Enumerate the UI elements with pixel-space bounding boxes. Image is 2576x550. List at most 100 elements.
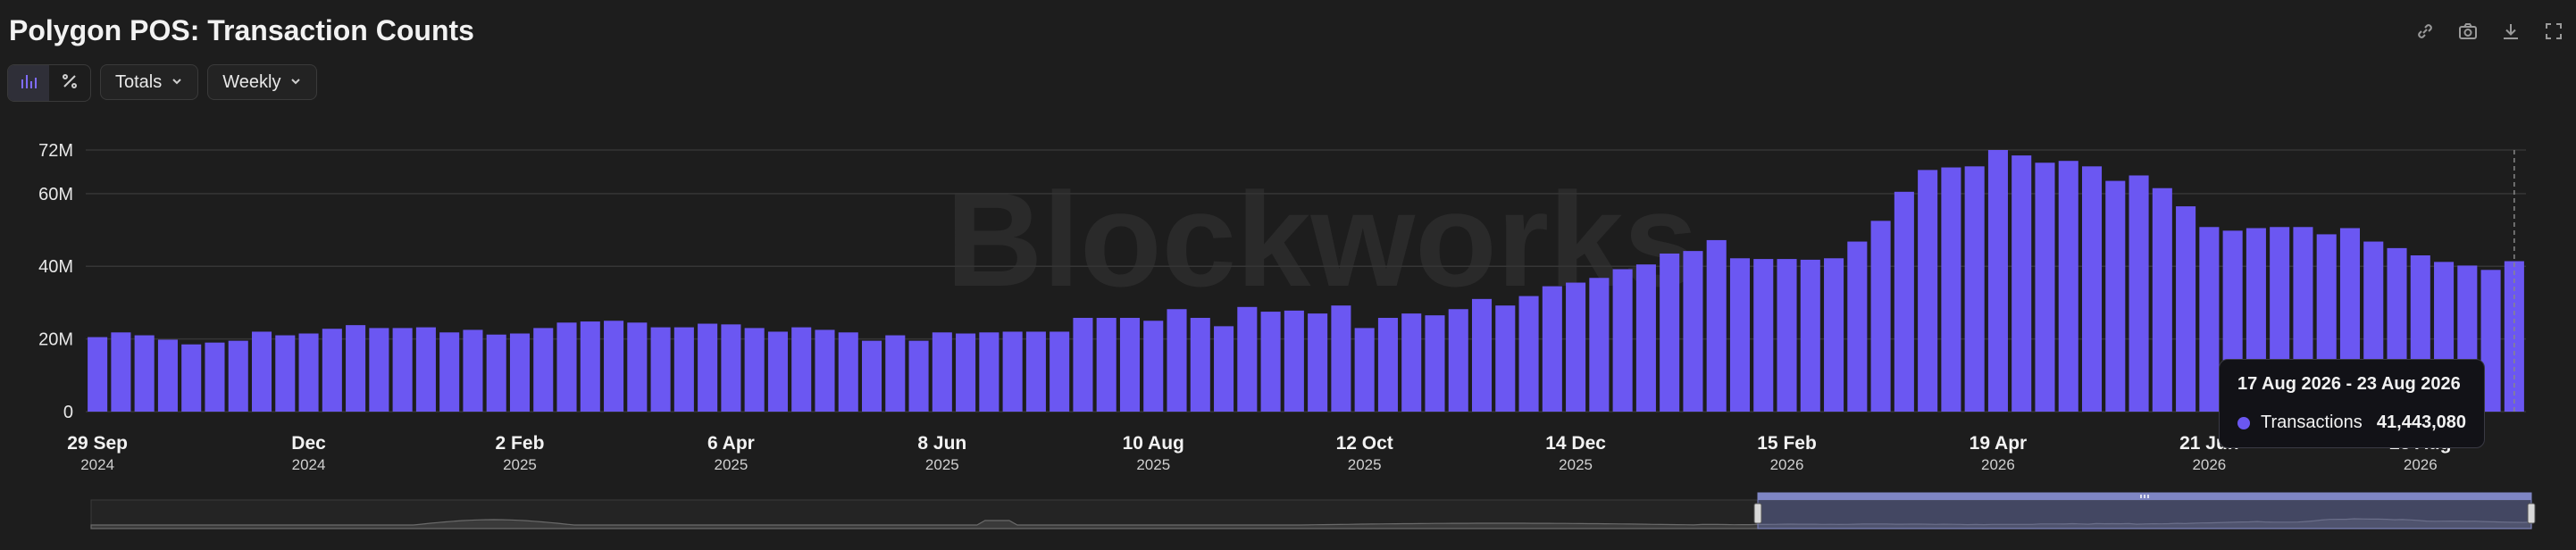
bar[interactable] (251, 331, 272, 412)
bar[interactable] (791, 327, 812, 412)
interval-dropdown[interactable]: Weekly (207, 64, 318, 100)
bar[interactable] (2011, 155, 2032, 412)
bar[interactable] (1401, 313, 1422, 412)
bar[interactable] (322, 329, 342, 412)
bar[interactable] (1377, 318, 1398, 412)
bar[interactable] (1214, 326, 1234, 412)
bar[interactable] (1612, 269, 1633, 412)
bar[interactable] (392, 328, 413, 412)
navigator-handle[interactable] (2527, 503, 2536, 524)
bar[interactable] (1260, 312, 1281, 412)
bar[interactable] (134, 335, 155, 412)
bar[interactable] (1002, 331, 1023, 412)
bar[interactable] (1073, 318, 1093, 412)
bar[interactable] (1589, 278, 1610, 412)
bar[interactable] (673, 327, 694, 412)
bar[interactable] (1542, 286, 1562, 412)
bar[interactable] (1495, 305, 1516, 412)
bar[interactable] (2058, 161, 2078, 412)
bar[interactable] (1941, 167, 1961, 412)
navigator-handle[interactable] (1753, 503, 1762, 524)
percent-mode-button[interactable] (49, 65, 90, 101)
bar[interactable] (1190, 318, 1210, 412)
bar[interactable] (979, 332, 999, 412)
bar[interactable] (228, 340, 248, 412)
bar[interactable] (2480, 270, 2501, 412)
bar[interactable] (1025, 331, 1046, 412)
bar[interactable] (861, 340, 882, 412)
bar[interactable] (486, 334, 506, 412)
bar[interactable] (2035, 162, 2055, 412)
bar[interactable] (2105, 180, 2126, 412)
bar[interactable] (1566, 282, 1586, 412)
bar[interactable] (1119, 318, 1141, 412)
bar[interactable] (111, 332, 131, 412)
bar[interactable] (1824, 258, 1844, 412)
bar[interactable] (1964, 166, 1985, 412)
bar[interactable] (2152, 188, 2172, 412)
bar[interactable] (698, 323, 718, 412)
bar[interactable] (1284, 310, 1304, 412)
bar[interactable] (509, 333, 531, 412)
bar[interactable] (1050, 331, 1070, 412)
range-navigator[interactable] (90, 492, 2536, 529)
bar[interactable] (1425, 315, 1445, 412)
bar[interactable] (580, 321, 600, 412)
bar[interactable] (1331, 305, 1351, 412)
bar[interactable] (1918, 170, 1938, 412)
bar[interactable] (1729, 258, 1751, 412)
bar[interactable] (463, 329, 483, 412)
bar[interactable] (885, 335, 906, 412)
camera-icon[interactable] (2458, 21, 2478, 41)
bar[interactable] (1143, 321, 1164, 412)
bar[interactable] (815, 329, 835, 412)
bar[interactable] (1753, 259, 1774, 412)
bar[interactable] (767, 331, 788, 412)
bar[interactable] (2129, 175, 2149, 412)
bar[interactable] (1987, 150, 2008, 412)
download-icon[interactable] (2501, 21, 2521, 41)
bar[interactable] (1354, 328, 1375, 412)
bar[interactable] (1448, 309, 1468, 412)
bar[interactable] (604, 321, 624, 412)
bar[interactable] (1471, 298, 1493, 412)
bar[interactable] (1167, 309, 1187, 412)
bar[interactable] (1894, 191, 1914, 412)
bar[interactable] (533, 328, 554, 412)
bar[interactable] (1308, 313, 1328, 412)
bar[interactable] (181, 344, 202, 412)
bar[interactable] (556, 322, 577, 412)
bar[interactable] (908, 340, 929, 412)
bar[interactable] (932, 332, 952, 412)
bar[interactable] (1777, 259, 1797, 412)
bar[interactable] (1706, 239, 1727, 412)
bar[interactable] (415, 327, 436, 412)
bar[interactable] (88, 337, 108, 412)
bar[interactable] (2081, 166, 2103, 412)
bar[interactable] (2176, 206, 2196, 412)
bar[interactable] (1847, 241, 1868, 412)
bar[interactable] (650, 327, 671, 412)
bar[interactable] (627, 322, 648, 412)
bar[interactable] (1237, 306, 1258, 412)
bar[interactable] (1518, 296, 1539, 412)
bar[interactable] (205, 342, 225, 412)
bar[interactable] (744, 328, 765, 412)
absolute-mode-button[interactable] (8, 65, 49, 101)
bar[interactable] (2199, 227, 2220, 412)
link-icon[interactable] (2415, 21, 2435, 41)
bar[interactable] (346, 325, 366, 412)
bar[interactable] (1096, 318, 1117, 412)
bar[interactable] (275, 335, 296, 412)
bar[interactable] (1683, 251, 1703, 412)
bar[interactable] (1635, 264, 1656, 412)
totals-dropdown[interactable]: Totals (100, 64, 199, 100)
bar[interactable] (1800, 259, 1820, 412)
bar[interactable] (838, 332, 858, 412)
bar[interactable] (956, 333, 976, 412)
bar[interactable] (369, 328, 389, 412)
bar[interactable] (1660, 253, 1680, 412)
bar[interactable] (1870, 221, 1891, 412)
bar[interactable] (439, 332, 460, 412)
